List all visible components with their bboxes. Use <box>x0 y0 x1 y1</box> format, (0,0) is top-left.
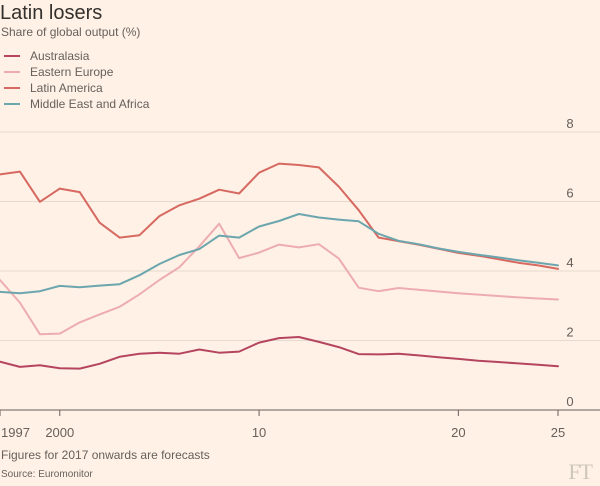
legend-swatch <box>4 103 20 105</box>
y-tick-label: 0 <box>566 394 573 409</box>
chart-title: Latin losers <box>0 2 103 24</box>
legend-item: Latin America <box>0 80 149 96</box>
legend-label: Eastern Europe <box>30 65 114 79</box>
legend-swatch <box>4 55 20 57</box>
legend-label: Australasia <box>30 49 90 63</box>
chart-subtitle: Share of global output (%) <box>1 25 141 39</box>
series-line-australasia <box>0 336 559 370</box>
legend-item: Eastern Europe <box>0 64 149 80</box>
series-line-eastern-europe <box>0 222 559 336</box>
legend-label: Middle East and Africa <box>30 97 150 111</box>
series-line-latin-america <box>0 162 559 270</box>
legend-item: Middle East and Africa <box>0 96 149 112</box>
legend-label: Latin America <box>30 81 103 95</box>
y-tick-label: 8 <box>566 116 573 131</box>
ft-logo: FT <box>568 459 593 484</box>
chart-legend: Australasia Eastern Europe Latin America Mi… <box>0 48 149 112</box>
x-tick-label: 1997 <box>1 425 30 440</box>
y-tick-label: 6 <box>566 186 573 201</box>
series-line-middle-east-and-africa <box>0 213 559 295</box>
forecast-footnote: Figures for 2017 onwards are forecasts <box>1 448 210 462</box>
x-tick-label: 20 <box>451 425 465 440</box>
y-tick-label: 2 <box>566 325 573 340</box>
legend-swatch <box>4 87 20 89</box>
x-tick-label: 25 <box>551 425 565 440</box>
legend-swatch <box>4 71 20 73</box>
y-tick-label: 4 <box>566 255 573 270</box>
legend-item: Australasia <box>0 48 149 64</box>
x-tick-label: 10 <box>252 425 266 440</box>
x-tick-label: 2000 <box>45 425 74 440</box>
source-note: Source: Euromonitor <box>1 469 93 480</box>
